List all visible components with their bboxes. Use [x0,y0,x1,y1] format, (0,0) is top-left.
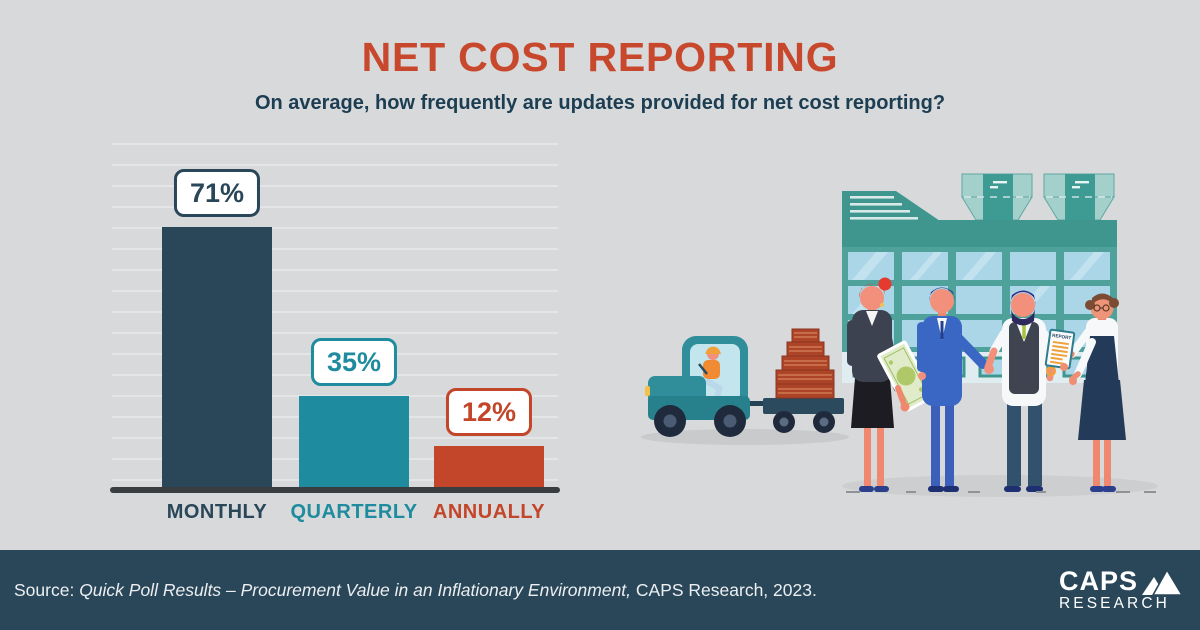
source-text: Source: Quick Poll Results – Procurement… [14,579,817,600]
header: NET COST REPORTING On average, how frequ… [0,0,1200,115]
bar-chart: 71% MONTHLY 35% QUARTERLY 12% ANNUALLY [110,143,560,523]
category-label-annually: ANNUALLY [432,501,546,523]
forklift-tug [645,336,768,437]
value-badge-monthly: 71% [173,169,261,217]
bar-monthly [162,227,272,487]
roof-hopper [1043,173,1115,221]
report-document: REPORT [1044,328,1076,370]
roof-hopper [961,173,1033,221]
people-shadow [842,475,1158,497]
mountain-icon [1142,568,1182,596]
page-title: NET COST REPORTING [361,34,839,80]
crate-stack [775,328,835,399]
value-badge-quarterly: 35% [310,338,398,386]
bar-quarterly [299,396,409,487]
category-label-quarterly: QUARTERLY [290,501,418,523]
cargo-trailer [763,398,844,433]
logo-caps-text: CAPS [1058,566,1138,597]
report-label: REPORT [1052,333,1072,341]
vest-man [984,290,1057,492]
report-woman: REPORT [1044,293,1126,492]
warehouse-illustration: REPORT [641,173,1158,497]
bar-annually [434,446,544,487]
business-people: REPORT [846,277,1156,493]
footer: Source: Quick Poll Results – Procurement… [0,550,1200,630]
category-label-monthly: MONTHLY [166,501,268,523]
logo-research-text: RESEARCH [1058,595,1170,613]
page-subtitle: On average, how frequently are updates p… [254,92,946,114]
vehicle-shadow [641,429,849,445]
value-badge-annually: 12% [445,388,533,436]
caps-research-logo: CAPS RESEARCH [1059,568,1182,612]
chart-baseline [110,487,560,493]
